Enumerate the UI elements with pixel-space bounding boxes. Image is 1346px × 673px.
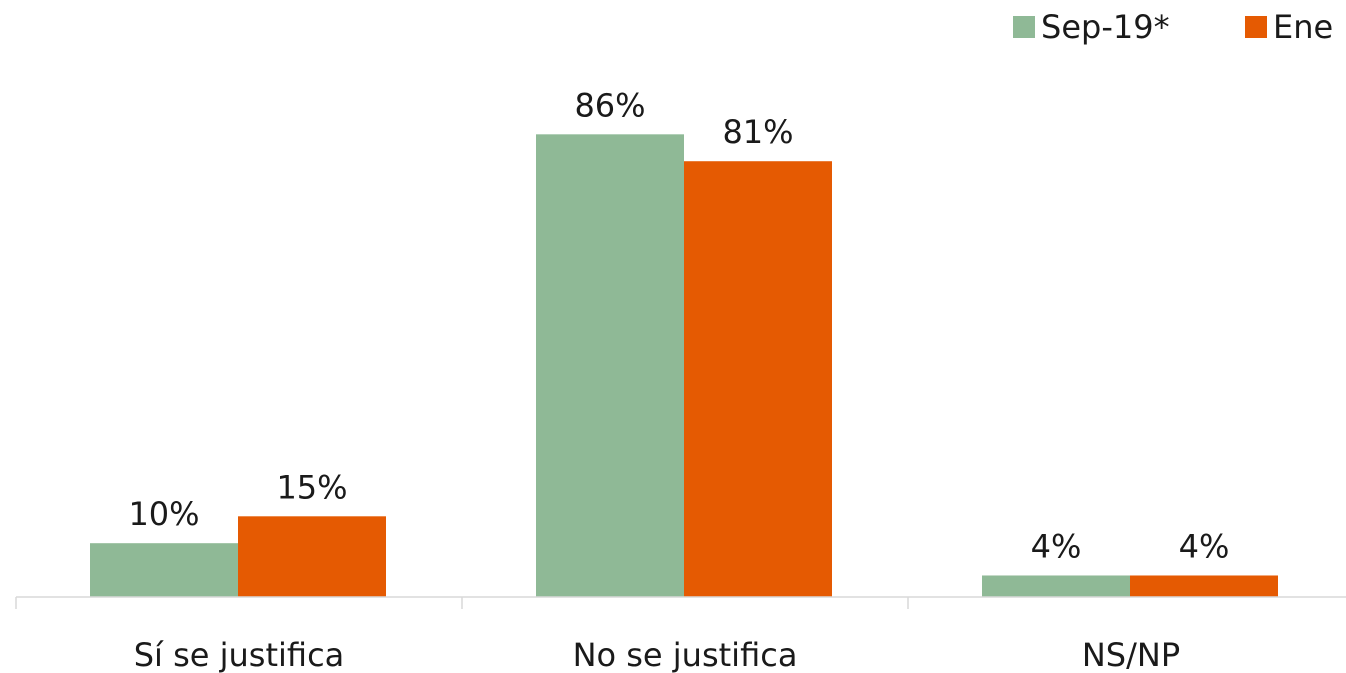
bar-no-se-justifica-series-2: [684, 161, 832, 597]
bars-group: [90, 134, 1278, 597]
data-label-ns-np-series-2: 4%: [1179, 527, 1230, 565]
data-label-si-se-justifica-series-2: 15%: [276, 468, 347, 506]
data-labels-group: 10% 86% 4% 15% 81% 4%: [128, 86, 1229, 565]
x-axis: Sí se justifica No se justifica NS/NP: [15, 596, 1346, 673]
data-label-no-se-justifica-series-2: 81%: [722, 113, 793, 151]
legend: Sep-19* Ene l: [1013, 8, 1346, 46]
bar-si-se-justifica-series-2: [238, 516, 386, 597]
data-label-si-se-justifica-series-1: 10%: [128, 495, 199, 533]
legend-label-series-2: Ene l: [1273, 8, 1346, 46]
bar-ns-np-series-2: [1130, 575, 1278, 597]
bar-si-se-justifica-series-1: [90, 543, 238, 597]
data-label-ns-np-series-1: 4%: [1031, 527, 1082, 565]
category-label: NS/NP: [1082, 636, 1180, 673]
bar-no-se-justifica-series-1: [536, 134, 684, 597]
data-label-no-se-justifica-series-1: 86%: [574, 86, 645, 124]
legend-swatch-series-1: [1013, 16, 1035, 38]
category-label: No se justifica: [573, 636, 798, 673]
legend-label-series-1: Sep-19*: [1041, 8, 1170, 46]
bar-ns-np-series-1: [982, 575, 1130, 597]
category-label: Sí se justifica: [134, 636, 345, 673]
legend-swatch-series-2: [1245, 16, 1267, 38]
